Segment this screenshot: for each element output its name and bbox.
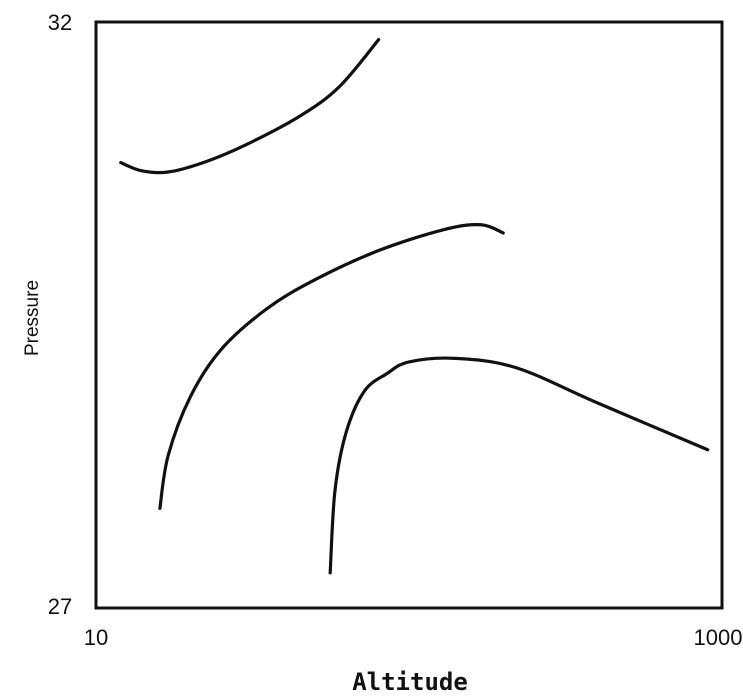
series-line-1 — [119, 37, 381, 175]
series-layer — [119, 37, 710, 575]
series-line-3 — [328, 356, 710, 575]
plot-frame — [94, 20, 724, 610]
y-tick-label-max: 32 — [48, 10, 72, 35]
x-tick-label-max: 1000 — [694, 625, 743, 650]
y-axis-title: Pressure — [22, 280, 43, 356]
series-line-2 — [158, 223, 505, 510]
x-axis-title: Altitude — [352, 668, 468, 696]
y-tick-label-min: 27 — [48, 594, 72, 619]
x-tick-label-min: 10 — [84, 625, 108, 650]
